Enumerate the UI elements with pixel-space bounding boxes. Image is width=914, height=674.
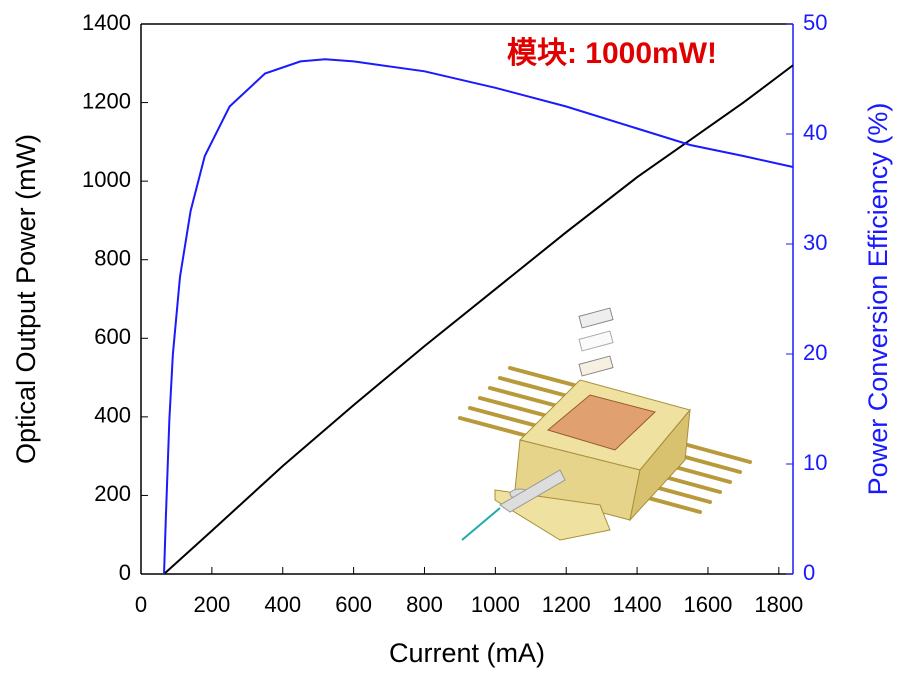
y-axis-label: Optical Output Power (mW): [11, 134, 41, 464]
x-tick-label: 1000: [471, 592, 520, 617]
inset-illustration: [458, 307, 752, 541]
x-tick-label: 1200: [542, 592, 591, 617]
y2-tick-label: 40: [803, 120, 827, 145]
y-tick-label: 600: [94, 324, 131, 349]
y2-axis-label: Power Conversion Efficiency (%): [863, 103, 893, 496]
x-tick-label: 400: [264, 592, 301, 617]
data-line: [163, 58, 794, 575]
y-tick-label: 800: [94, 246, 131, 271]
x-tick-label: 800: [406, 592, 443, 617]
y-tick-label: 400: [94, 403, 131, 428]
y2-tick-label: 20: [803, 340, 827, 365]
x-tick-label: 600: [335, 592, 372, 617]
y-tick-label: 0: [119, 560, 131, 585]
y-tick-label: 200: [94, 481, 131, 506]
y2-tick-label: 10: [803, 450, 827, 475]
x-tick-label: 0: [135, 592, 147, 617]
x-tick-label: 200: [194, 592, 231, 617]
x-axis-label: Current (mA): [389, 638, 545, 668]
x-tick-label: 1600: [683, 592, 732, 617]
y2-tick-label: 0: [803, 560, 815, 585]
x-tick-label: 1800: [754, 592, 803, 617]
y-tick-label: 1400: [82, 10, 131, 35]
data-line: [163, 64, 794, 575]
annotation: 模块: 1000mW!: [507, 37, 717, 70]
y2-tick-label: 30: [803, 230, 827, 255]
y2-tick-label: 50: [803, 10, 827, 35]
y-tick-label: 1200: [82, 88, 131, 113]
y-tick-label: 1000: [82, 167, 131, 192]
x-tick-label: 1400: [613, 592, 662, 617]
